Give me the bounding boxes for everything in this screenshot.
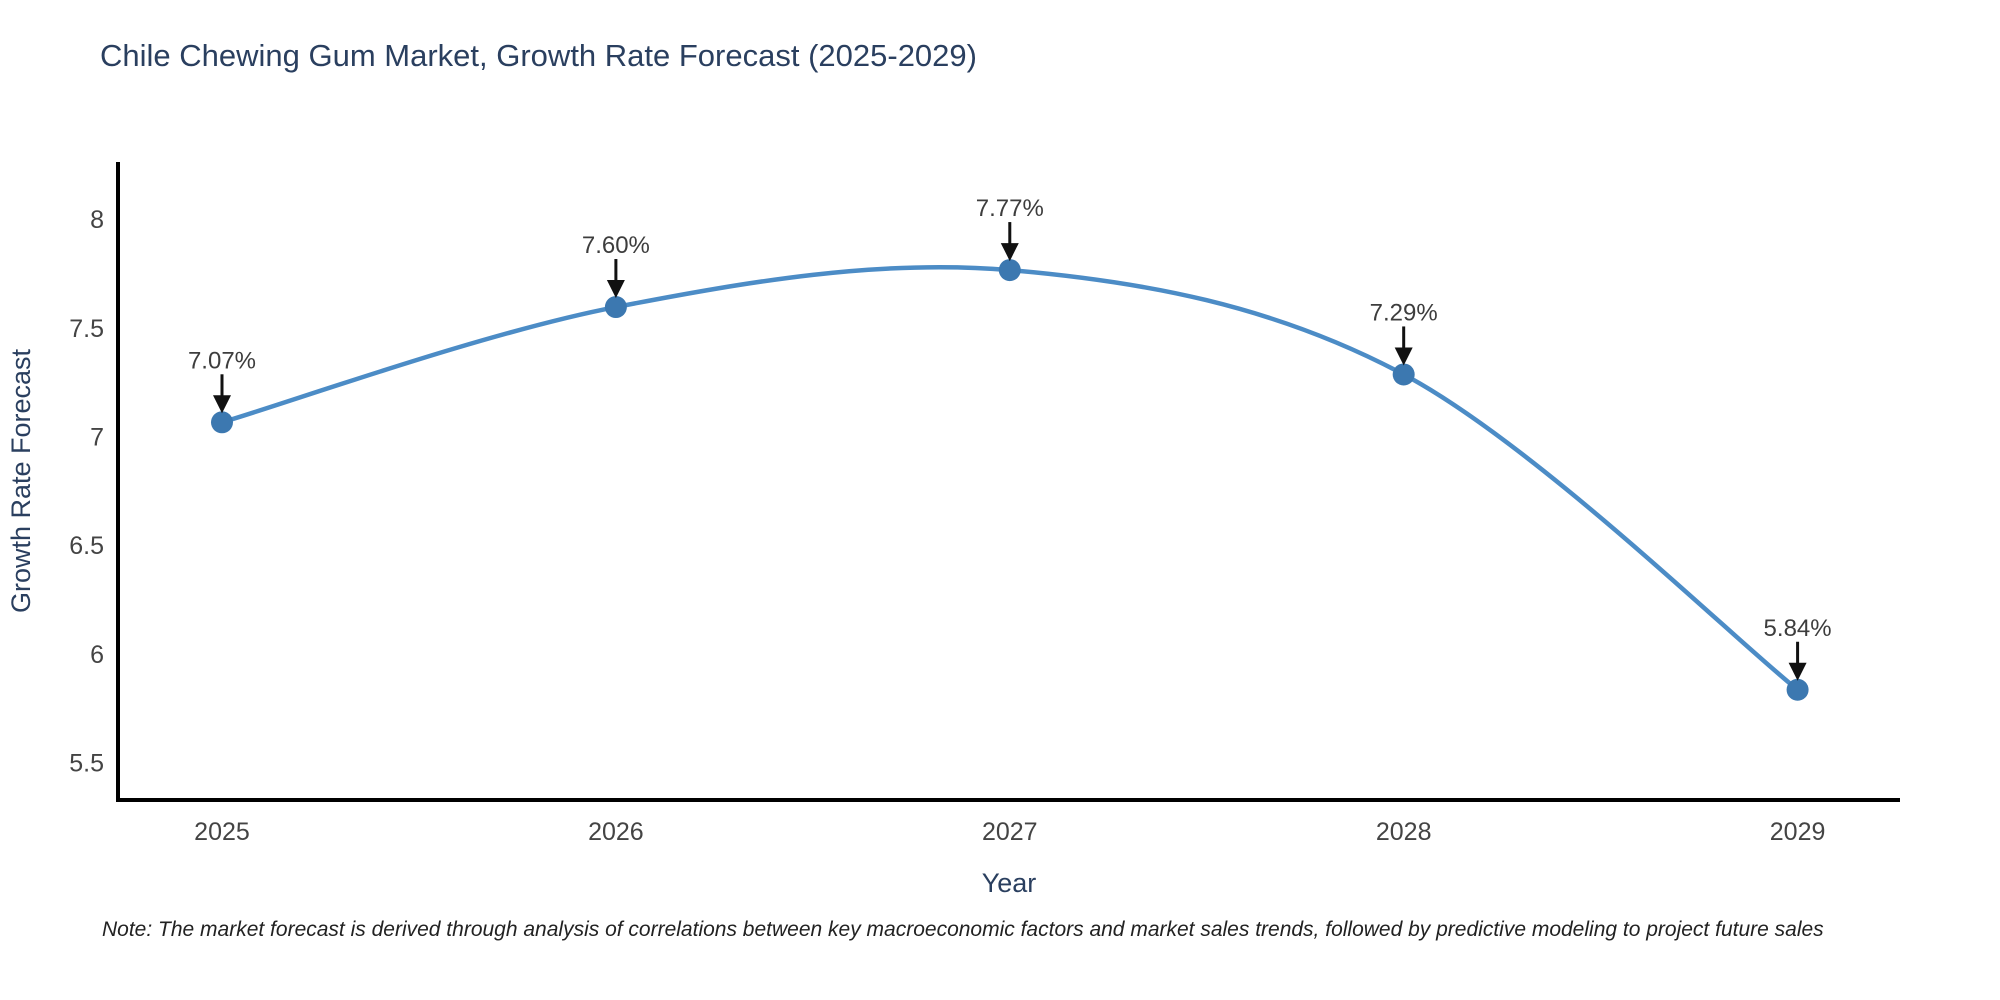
chart-title: Chile Chewing Gum Market, Growth Rate Fo… [100, 38, 977, 73]
annotation-arrow-head-2029 [1788, 662, 1807, 681]
data-point-2029 [1786, 678, 1809, 701]
y-tick-label-5.5: 5.5 [69, 750, 104, 778]
annotation-label-2026: 7.60% [582, 232, 650, 259]
annotation-arrow-head-2027 [1000, 243, 1019, 262]
data-point-2026 [604, 296, 627, 319]
x-tick-label-2028: 2028 [1376, 818, 1432, 846]
annotation-label-2027: 7.77% [976, 195, 1044, 222]
forecast-line [219, 264, 1800, 693]
x-axis-title: Year [982, 868, 1037, 898]
annotation-arrow-head-2028 [1394, 347, 1413, 366]
data-point-2028 [1392, 363, 1415, 386]
annotation-arrow-head-2025 [212, 395, 231, 414]
y-tick-label-7.5: 7.5 [69, 315, 104, 343]
x-tick-label-2027: 2027 [982, 818, 1038, 846]
y-tick-label-6.5: 6.5 [69, 532, 104, 560]
data-point-2027 [998, 259, 1021, 282]
data-point-2025 [210, 411, 233, 434]
y-tick-label-6: 6 [90, 641, 104, 669]
annotation-label-2029: 5.84% [1764, 615, 1832, 642]
x-tick-label-2025: 2025 [194, 818, 250, 846]
annotation-label-2028: 7.29% [1370, 299, 1438, 326]
annotation-label-2025: 7.07% [188, 347, 256, 374]
chart-footnote: Note: The market forecast is derived thr… [102, 918, 1824, 941]
x-tick-label-2029: 2029 [1770, 818, 1826, 846]
y-tick-label-7: 7 [90, 424, 104, 452]
y-axis-title: Growth Rate Forecast [6, 348, 36, 613]
y-tick-label-8: 8 [90, 206, 104, 234]
x-tick-label-2026: 2026 [588, 818, 644, 846]
annotation-arrow-head-2026 [606, 280, 625, 299]
